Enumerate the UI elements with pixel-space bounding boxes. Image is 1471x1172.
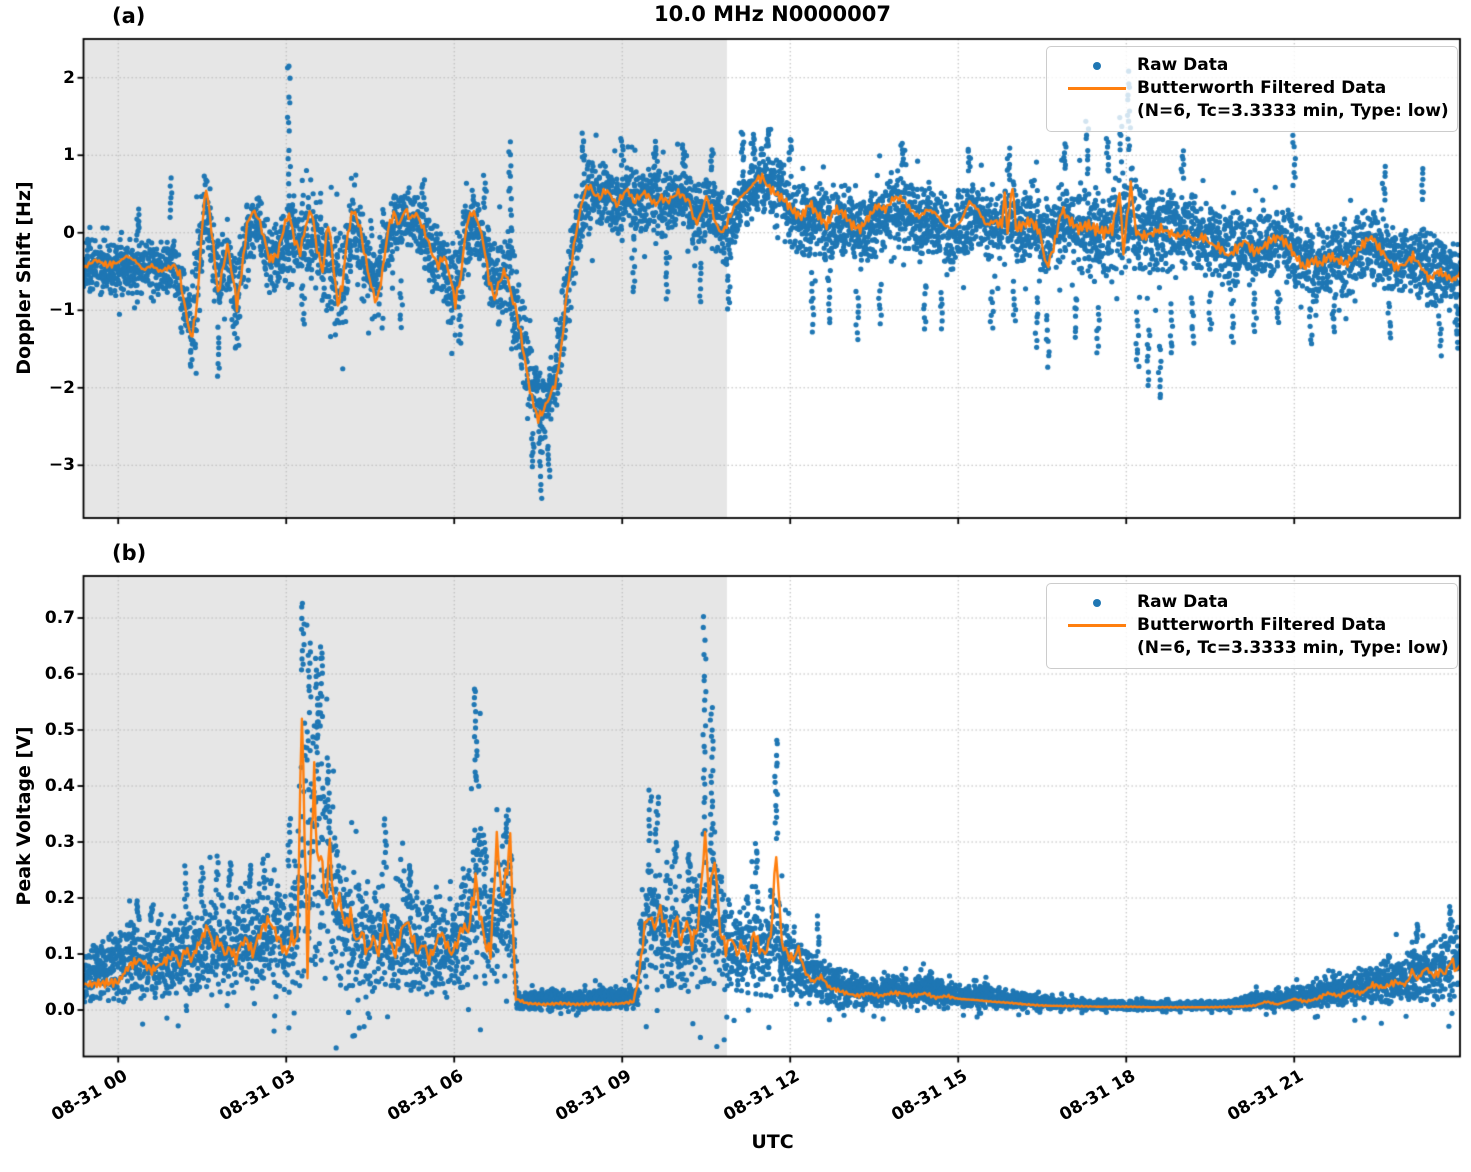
legend-raw-label: Raw Data: [1137, 592, 1229, 612]
scatter-dot-icon: [1093, 61, 1101, 70]
legend-filtered-label: Butterworth Filtered Data (N=6, Tc=3.333…: [1137, 614, 1449, 660]
filtered-line-marker: [1057, 614, 1137, 637]
legend-filtered-label-line2: (N=6, Tc=3.3333 min, Type: low): [1137, 101, 1449, 121]
x-axis-label: UTC: [751, 1131, 794, 1153]
legend-filtered-label: Butterworth Filtered Data (N=6, Tc=3.333…: [1137, 77, 1449, 123]
y-tick-label: 0.7: [44, 608, 75, 628]
legend-filtered-label-line1: Butterworth Filtered Data: [1137, 615, 1387, 635]
line-sample-icon: [1068, 624, 1126, 627]
y-tick-label: 1: [63, 145, 75, 166]
y-tick-label: 0: [63, 222, 75, 243]
panel-label-a: (a): [112, 4, 146, 28]
legend-entry-filtered: Butterworth Filtered Data (N=6, Tc=3.333…: [1057, 77, 1449, 123]
legend-entry-raw: Raw Data: [1057, 54, 1447, 77]
legend-filtered-label-line1: Butterworth Filtered Data: [1137, 78, 1387, 98]
y-axis-label-a: Doppler Shift [Hz]: [13, 181, 35, 375]
y-tick-label: 0.4: [44, 776, 75, 796]
line-sample-icon: [1068, 87, 1126, 90]
y-tick-label: 0.1: [44, 944, 75, 965]
y-tick-label: −3: [48, 455, 75, 476]
raw-data-marker: [1057, 591, 1137, 614]
y-tick-label: 0.6: [44, 664, 75, 684]
filtered-line-marker: [1057, 77, 1137, 100]
y-tick-label: 0.2: [44, 888, 75, 908]
y-tick-label: 0.0: [44, 1000, 75, 1021]
y-tick-label: 0.3: [44, 832, 75, 852]
y-axis-label-b: Peak Voltage [V]: [13, 726, 35, 906]
scatter-dot-icon: [1093, 598, 1101, 607]
y-tick-label: 2: [63, 67, 75, 88]
legend-a: Raw Data Butterworth Filtered Data (N=6,…: [1046, 46, 1458, 132]
legend-entry-filtered: Butterworth Filtered Data (N=6, Tc=3.333…: [1057, 614, 1449, 660]
y-tick-label: −2: [48, 377, 75, 398]
legend-filtered-label-line2: (N=6, Tc=3.3333 min, Type: low): [1137, 638, 1449, 658]
panel-label-b: (b): [112, 541, 147, 565]
legend-entry-raw: Raw Data: [1057, 591, 1447, 614]
legend-raw-label: Raw Data: [1137, 55, 1229, 75]
raw-data-marker: [1057, 54, 1137, 77]
chart-title: 10.0 MHz N0000007: [654, 2, 891, 26]
y-tick-label: −1: [48, 300, 75, 321]
y-tick-label: 0.5: [44, 720, 75, 740]
legend-b: Raw Data Butterworth Filtered Data (N=6,…: [1046, 583, 1458, 669]
